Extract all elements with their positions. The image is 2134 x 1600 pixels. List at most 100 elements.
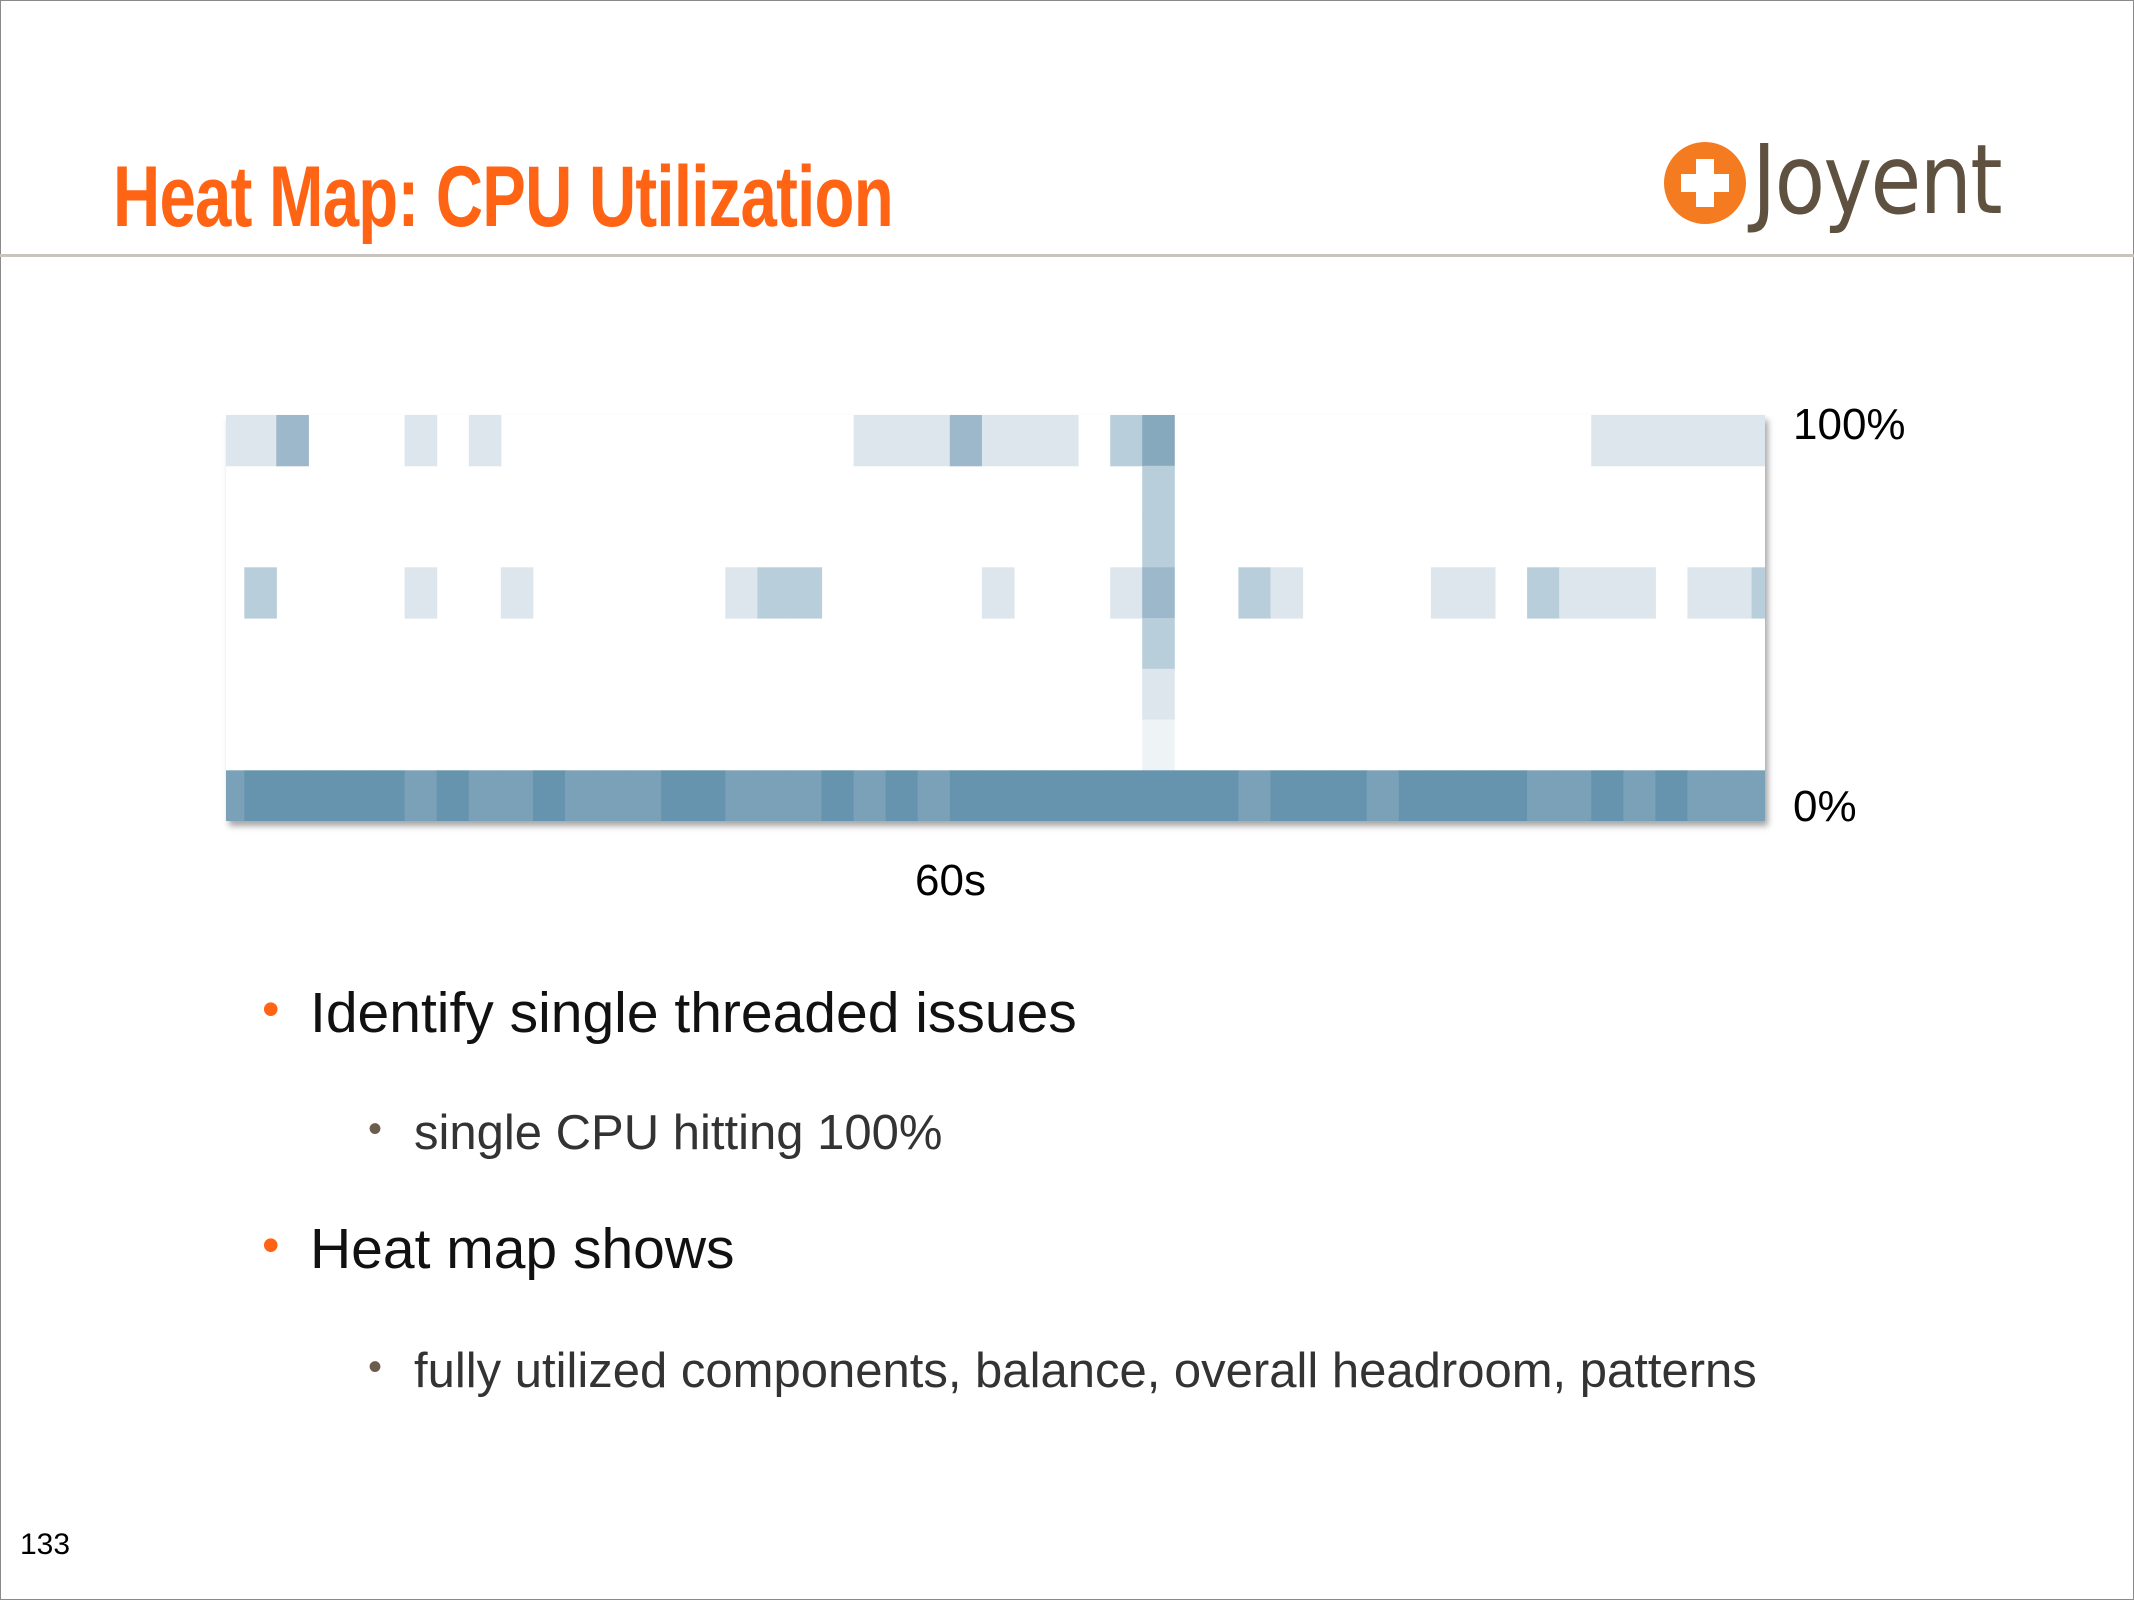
heatmap-canvas: [226, 415, 1765, 821]
heatmap-cell: [1110, 770, 1143, 821]
bullet-text: Heat map shows: [310, 1217, 735, 1281]
heatmap-cell: [1655, 770, 1688, 821]
heatmap-cell: [244, 567, 277, 619]
heatmap-cell: [1751, 770, 1765, 821]
sub-bullet-dot-icon: •: [368, 1345, 383, 1389]
bullet-item: • Heat map shows: [262, 1216, 735, 1282]
heatmap-cell: [276, 770, 309, 821]
heatmap-cell: [693, 770, 726, 821]
heatmap-cell: [1719, 770, 1753, 821]
heatmap-cell: [1046, 415, 1079, 467]
heatmap-cell: [853, 415, 887, 467]
heatmap-cell: [1623, 770, 1656, 821]
sub-bullet-text: single CPU hitting 100%: [414, 1106, 943, 1160]
heatmap-cell: [789, 770, 823, 821]
heatmap-cell: [340, 770, 374, 821]
heatmap-cell: [308, 770, 341, 821]
title-divider: [0, 254, 2134, 257]
heatmap-cell: [757, 567, 790, 619]
heatmap-cell: [1142, 770, 1175, 821]
heatmap-cell: [853, 770, 887, 821]
heatmap-cell: [1462, 770, 1496, 821]
heatmap-cell: [1591, 770, 1624, 821]
heatmap-cell: [1142, 465, 1175, 518]
heatmap-cell: [821, 770, 855, 821]
heatmap-cell: [436, 770, 470, 821]
heatmap-cell: [725, 770, 758, 821]
heatmap-cell: [1527, 770, 1560, 821]
heatmap-cell: [500, 567, 534, 619]
heatmap-cell: [1559, 567, 1592, 619]
heatmap-cell: [1046, 770, 1079, 821]
heatmap-cell: [789, 567, 823, 619]
sub-bullet-item: • fully utilized components, balance, ov…: [368, 1343, 1757, 1399]
heatmap-cell: [404, 567, 438, 619]
heatmap-cell: [404, 415, 438, 467]
heatmap-cell: [1430, 770, 1464, 821]
heatmap-cell: [1430, 567, 1464, 619]
heatmap-cell: [1014, 415, 1047, 467]
heatmap-cell: [468, 415, 502, 467]
heatmap-cell: [597, 770, 630, 821]
heatmap-cell: [1559, 770, 1592, 821]
heatmap-cell: [1014, 770, 1047, 821]
heatmap-cell: [1398, 770, 1432, 821]
heatmap-cell: [1623, 567, 1656, 619]
heatmap-cell: [1495, 770, 1528, 821]
y-tick-label-bottom: 0%: [1793, 782, 1857, 831]
heatmap-cell: [1142, 516, 1175, 568]
cpu-heatmap: [226, 415, 1765, 821]
x-axis-label: 60s: [915, 856, 986, 905]
heatmap-cell: [1366, 770, 1400, 821]
heatmap-cell: [565, 770, 598, 821]
heatmap-cell: [1751, 415, 1765, 467]
heatmap-cell: [1206, 770, 1239, 821]
heatmap-cell: [1687, 770, 1720, 821]
heatmap-cell: [1238, 770, 1271, 821]
heatmap-cell: [1462, 567, 1496, 619]
heatmap-cell: [244, 415, 277, 467]
heatmap-cell: [1142, 618, 1175, 670]
sub-bullet-text: fully utilized components, balance, over…: [414, 1344, 1757, 1398]
heatmap-cell: [1591, 567, 1624, 619]
slide-title: Heat Map: CPU Utilization: [113, 149, 894, 245]
heatmap-cell: [1270, 770, 1304, 821]
heatmap-cell: [661, 770, 694, 821]
heatmap-cell: [1270, 567, 1304, 619]
heatmap-cell: [1527, 567, 1560, 619]
bullet-dot-icon: •: [262, 1217, 280, 1273]
heatmap-cell: [1142, 719, 1175, 771]
heatmap-cell: [468, 770, 502, 821]
plus-circle-icon: [1664, 142, 1746, 224]
sub-bullet-dot-icon: •: [368, 1107, 383, 1151]
heatmap-cell: [949, 415, 983, 467]
heatmap-cell: [917, 770, 951, 821]
heatmap-cell: [372, 770, 406, 821]
heatmap-cell: [885, 770, 919, 821]
bullet-text: Identify single threaded issues: [310, 981, 1077, 1045]
heatmap-cell: [1687, 567, 1720, 619]
heatmap-cell: [1238, 567, 1271, 619]
bullet-dot-icon: •: [262, 981, 280, 1037]
page-number: 133: [20, 1528, 71, 1561]
heatmap-cell: [981, 770, 1015, 821]
heatmap-cell: [1078, 770, 1111, 821]
heatmap-cell: [500, 770, 534, 821]
heatmap-cell: [1142, 567, 1175, 619]
heatmap-cell: [1334, 770, 1368, 821]
heatmap-cell: [949, 770, 983, 821]
heatmap-cell: [1655, 415, 1688, 467]
heatmap-cell: [1110, 415, 1143, 467]
heatmap-cell: [757, 770, 790, 821]
y-tick-label-top: 100%: [1793, 400, 1906, 449]
heatmap-cell: [532, 770, 566, 821]
heatmap-cell: [276, 415, 309, 467]
heatmap-cell: [1142, 668, 1175, 721]
logo-text: Joyent: [1752, 124, 2003, 236]
heatmap-cell: [725, 567, 758, 619]
heatmap-cell: [629, 770, 662, 821]
heatmap-cell: [1110, 567, 1143, 619]
heatmap-cell: [1719, 415, 1753, 467]
heatmap-cell: [981, 567, 1015, 619]
heatmap-cell: [1719, 567, 1753, 619]
